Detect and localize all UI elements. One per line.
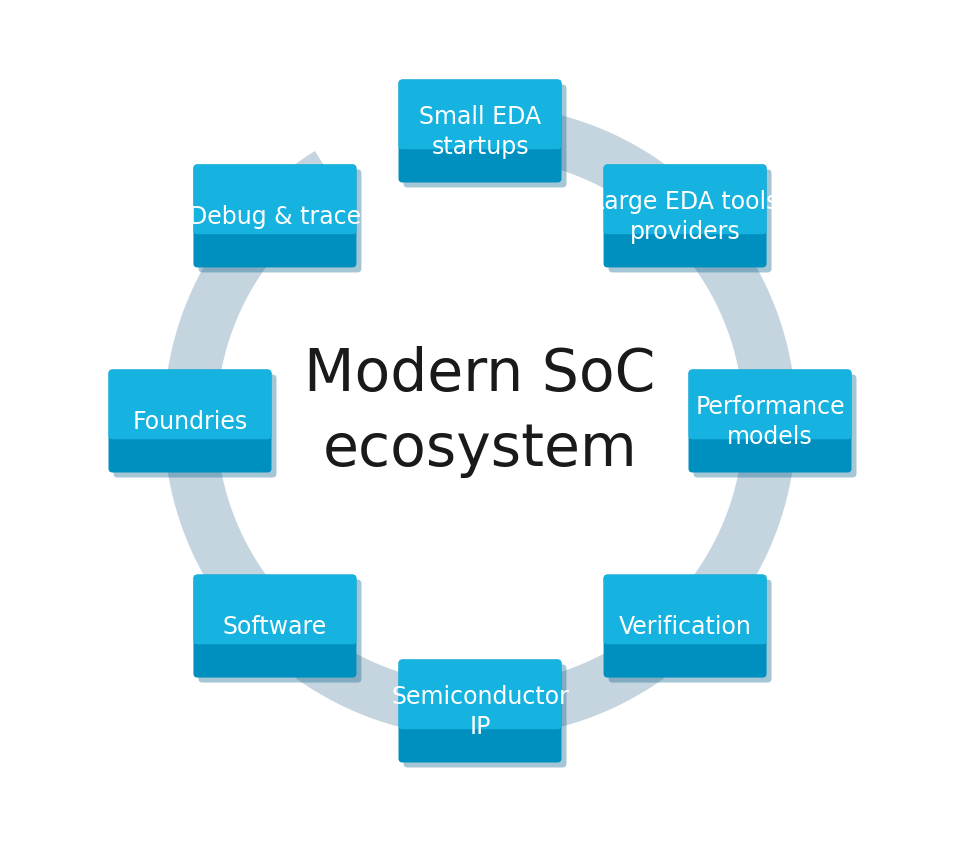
FancyBboxPatch shape — [398, 80, 562, 183]
FancyBboxPatch shape — [693, 375, 856, 478]
FancyBboxPatch shape — [193, 165, 356, 235]
FancyBboxPatch shape — [688, 370, 852, 473]
Text: Foundries: Foundries — [132, 409, 248, 434]
FancyBboxPatch shape — [193, 575, 356, 645]
Text: Large EDA tools
providers: Large EDA tools providers — [591, 189, 779, 244]
FancyBboxPatch shape — [108, 370, 272, 473]
FancyBboxPatch shape — [403, 85, 566, 188]
FancyBboxPatch shape — [604, 575, 767, 678]
FancyBboxPatch shape — [199, 170, 361, 273]
FancyBboxPatch shape — [604, 165, 767, 235]
FancyBboxPatch shape — [688, 370, 852, 440]
Text: Software: Software — [223, 614, 327, 638]
FancyBboxPatch shape — [403, 665, 566, 767]
Text: Debug & trace: Debug & trace — [189, 205, 361, 229]
FancyBboxPatch shape — [193, 165, 356, 268]
FancyBboxPatch shape — [398, 660, 562, 763]
FancyBboxPatch shape — [398, 80, 562, 150]
FancyBboxPatch shape — [108, 370, 272, 440]
FancyBboxPatch shape — [609, 170, 772, 273]
FancyBboxPatch shape — [604, 165, 767, 268]
Text: Semiconductor
IP: Semiconductor IP — [391, 684, 569, 738]
Text: Verification: Verification — [618, 614, 752, 638]
Text: Small EDA
startups: Small EDA startups — [419, 105, 541, 160]
FancyBboxPatch shape — [199, 580, 361, 683]
FancyBboxPatch shape — [193, 575, 356, 678]
FancyBboxPatch shape — [604, 575, 767, 645]
Text: Modern SoC
ecosystem: Modern SoC ecosystem — [304, 345, 656, 478]
FancyBboxPatch shape — [609, 580, 772, 683]
Polygon shape — [293, 174, 329, 206]
FancyBboxPatch shape — [113, 375, 276, 478]
FancyBboxPatch shape — [398, 660, 562, 729]
Text: Performance
models: Performance models — [695, 394, 845, 449]
